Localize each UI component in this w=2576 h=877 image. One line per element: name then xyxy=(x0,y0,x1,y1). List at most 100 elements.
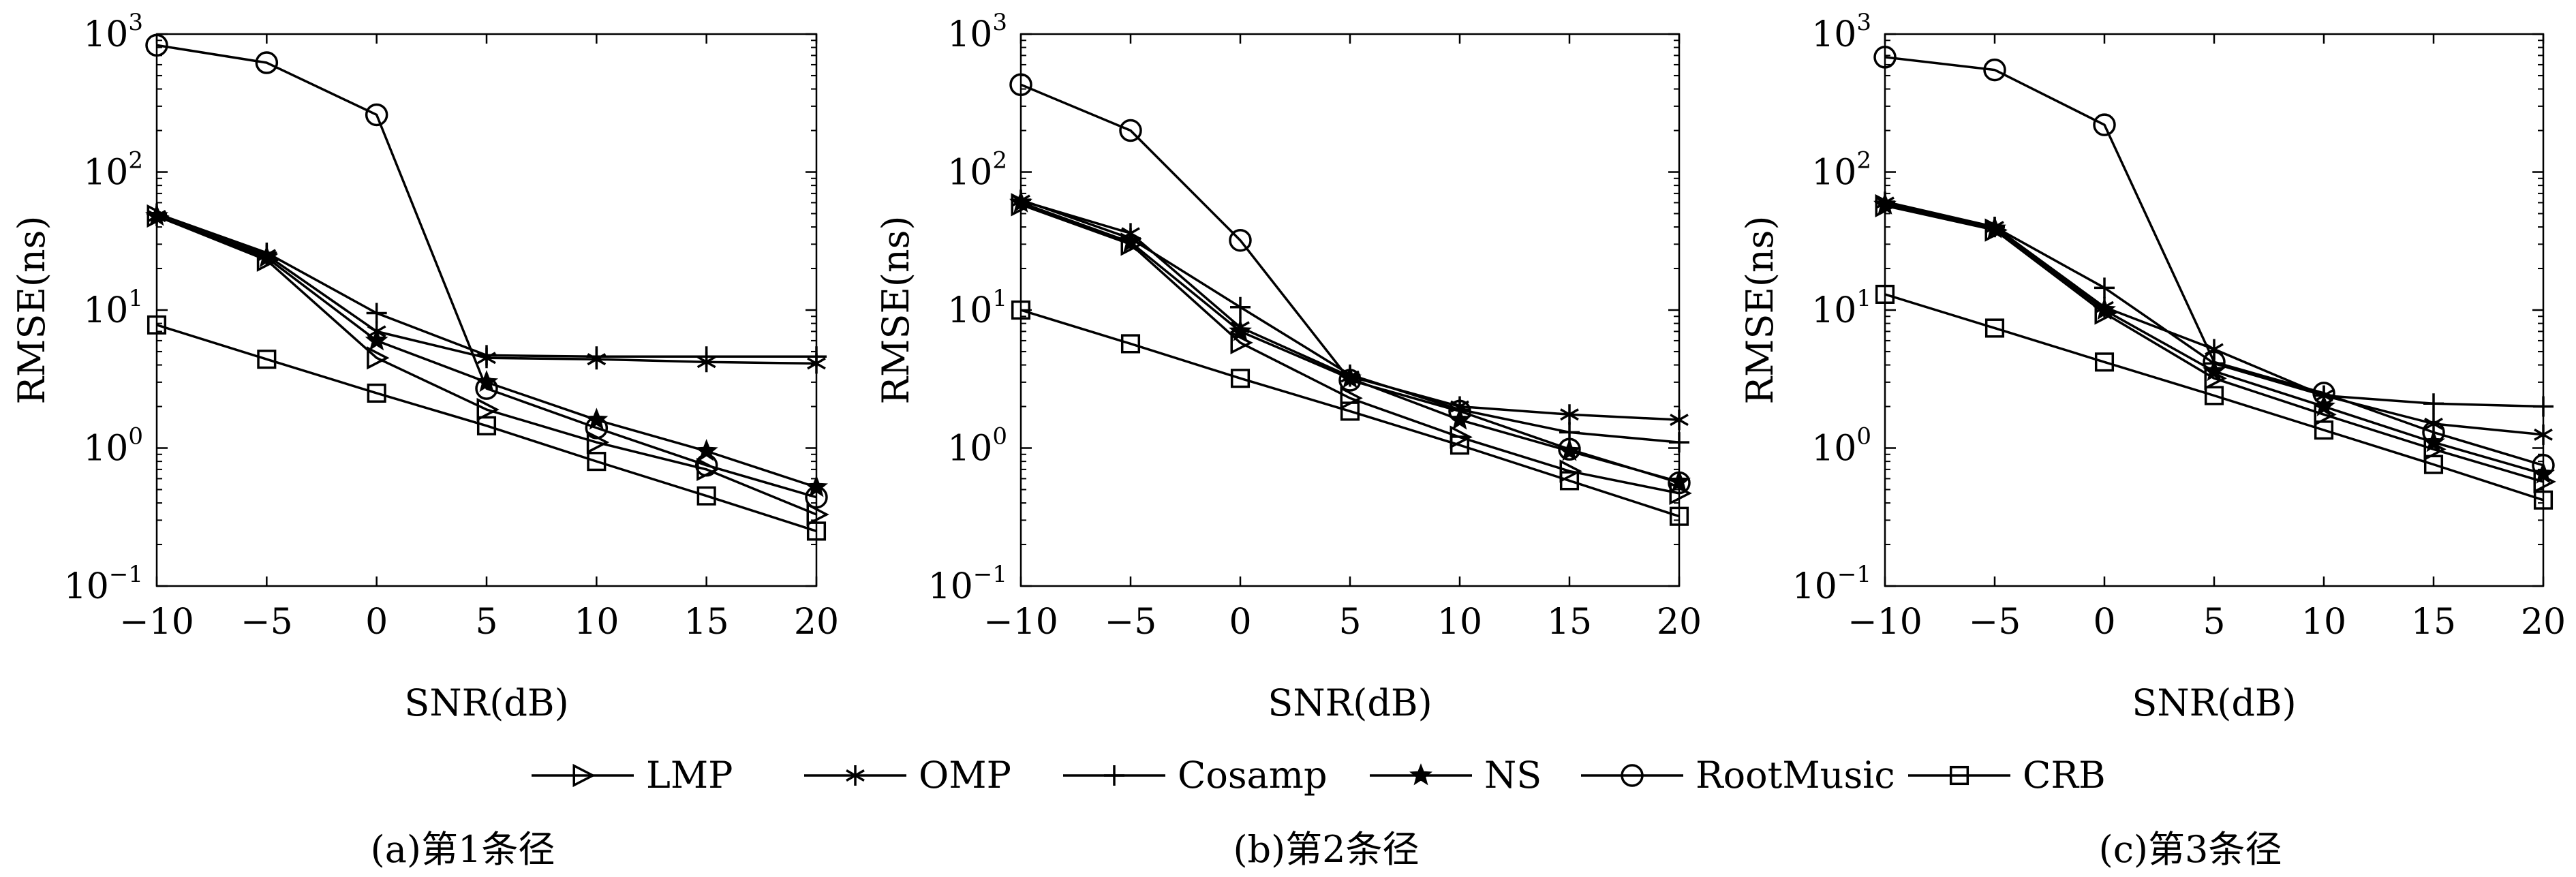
data-point xyxy=(1875,284,1895,304)
y-tick-label: 103 xyxy=(947,9,1007,55)
data-point xyxy=(145,204,168,226)
data-point xyxy=(1450,435,1470,455)
series-rootmusic xyxy=(1873,46,2555,477)
data-point xyxy=(2423,393,2444,414)
series-ns xyxy=(1009,190,1691,492)
legend-item-cosamp: Cosamp xyxy=(1063,754,1328,797)
data-point xyxy=(1560,404,1579,425)
series-ns xyxy=(1873,192,2555,484)
series-omp xyxy=(1875,192,2553,445)
y-tick-label: 100 xyxy=(947,423,1007,470)
legend-label: OMP xyxy=(919,754,1011,797)
series-line xyxy=(1020,198,1680,444)
x-tick-label: 0 xyxy=(2093,602,2115,643)
data-point xyxy=(2204,386,2224,405)
chart-panel-1: −10 −5 0 5 10 15 2010−1100101102103SNR(dB)RMSE… xyxy=(10,9,839,871)
y-axis-label: RMSE(ns) xyxy=(874,216,917,405)
y-axis-label: RMSE(ns) xyxy=(10,216,53,405)
panel-caption: (b)第2条径 xyxy=(1233,828,1419,871)
data-point xyxy=(1119,119,1142,142)
series-line xyxy=(1884,201,2544,436)
y-tick-label: 102 xyxy=(83,147,143,194)
legend-label: NS xyxy=(1484,754,1542,797)
data-point xyxy=(1340,401,1360,421)
x-axis-label: SNR(dB) xyxy=(1268,681,1432,724)
y-tick-base: 10 xyxy=(1811,429,1856,470)
x-tick-label: 20 xyxy=(2521,602,2566,643)
plot-frame xyxy=(155,33,818,587)
legend-label: LMP xyxy=(646,754,733,797)
data-point xyxy=(367,346,390,370)
x-tick-label: 10 xyxy=(2301,602,2346,643)
x-axis-label: SNR(dB) xyxy=(2132,681,2296,724)
x-axis-label: SNR(dB) xyxy=(404,681,568,724)
x-tick-label: 20 xyxy=(794,602,839,643)
data-point xyxy=(1669,481,1692,506)
data-point xyxy=(2423,455,2444,474)
data-point xyxy=(1983,216,2006,239)
legend: LMP OMP Cosamp NS RootMusic CRB xyxy=(532,754,2106,797)
data-point xyxy=(587,452,607,472)
legend-marker xyxy=(1104,765,1124,786)
y-tick-base: 10 xyxy=(947,429,992,470)
legend-item-omp: OMP xyxy=(804,754,1011,797)
data-point xyxy=(586,346,607,367)
legend-marker xyxy=(1949,765,1969,786)
data-point xyxy=(585,407,609,430)
data-point xyxy=(694,454,718,477)
x-tick-label: 10 xyxy=(1437,602,1482,643)
data-point xyxy=(1009,190,1032,213)
data-point xyxy=(2094,352,2115,372)
x-tick-label: 20 xyxy=(1657,602,1702,643)
y-tick-base: 10 xyxy=(947,153,992,194)
series-line xyxy=(156,215,817,365)
x-tick-label: 5 xyxy=(2203,602,2225,643)
y-tick-label: 101 xyxy=(1811,285,1871,331)
data-point xyxy=(1338,369,1362,392)
panel-caption: (c)第3条径 xyxy=(2099,828,2282,871)
y-tick-label: 102 xyxy=(1811,147,1871,194)
y-tick-exponent: 1 xyxy=(992,285,1007,312)
data-point xyxy=(2422,420,2445,444)
data-point xyxy=(1229,319,1252,341)
legend-marker xyxy=(846,765,865,786)
y-tick-label: 10−1 xyxy=(928,561,1007,607)
data-point xyxy=(2532,454,2555,477)
y-tick-exponent: 3 xyxy=(1856,9,1871,36)
data-point xyxy=(696,346,717,367)
y-tick-base: 10 xyxy=(83,290,128,331)
y-tick-exponent: −1 xyxy=(1837,561,1871,588)
series-crb xyxy=(147,315,827,541)
series-line xyxy=(156,212,816,358)
series-line xyxy=(1020,309,1680,518)
y-tick-label: 101 xyxy=(83,285,143,331)
data-point xyxy=(475,377,498,400)
data-point xyxy=(147,315,167,335)
series-rootmusic xyxy=(145,33,828,509)
data-point xyxy=(1670,410,1689,431)
data-point xyxy=(1230,369,1251,388)
x-tick-label: −10 xyxy=(119,602,194,643)
y-tick-label: 10−1 xyxy=(1792,561,1871,607)
y-axis-label: RMSE(ns) xyxy=(1738,216,1781,405)
y-tick-label: 100 xyxy=(1811,423,1871,470)
series-line xyxy=(156,324,817,533)
y-tick-exponent: 2 xyxy=(1856,147,1871,174)
data-point xyxy=(1669,432,1689,453)
data-point xyxy=(1229,228,1252,252)
data-point xyxy=(255,51,279,74)
legend-item-rootmusic: RootMusic xyxy=(1581,754,1895,797)
y-tick-label: 101 xyxy=(947,285,1007,331)
series-line xyxy=(156,44,817,499)
legend-label: RootMusic xyxy=(1696,754,1895,797)
legend-marker xyxy=(1409,763,1432,786)
data-point xyxy=(1873,46,1897,69)
series-line xyxy=(1020,201,1680,483)
y-tick-exponent: 0 xyxy=(1856,423,1871,450)
y-tick-base: 10 xyxy=(83,153,128,194)
chart-panel-2: −10 −5 0 5 10 15 2010−1100101102103SNR(dB)RMSE… xyxy=(874,9,1702,871)
data-point xyxy=(1669,506,1689,526)
data-point xyxy=(2533,490,2554,510)
series-line xyxy=(1884,293,2544,502)
